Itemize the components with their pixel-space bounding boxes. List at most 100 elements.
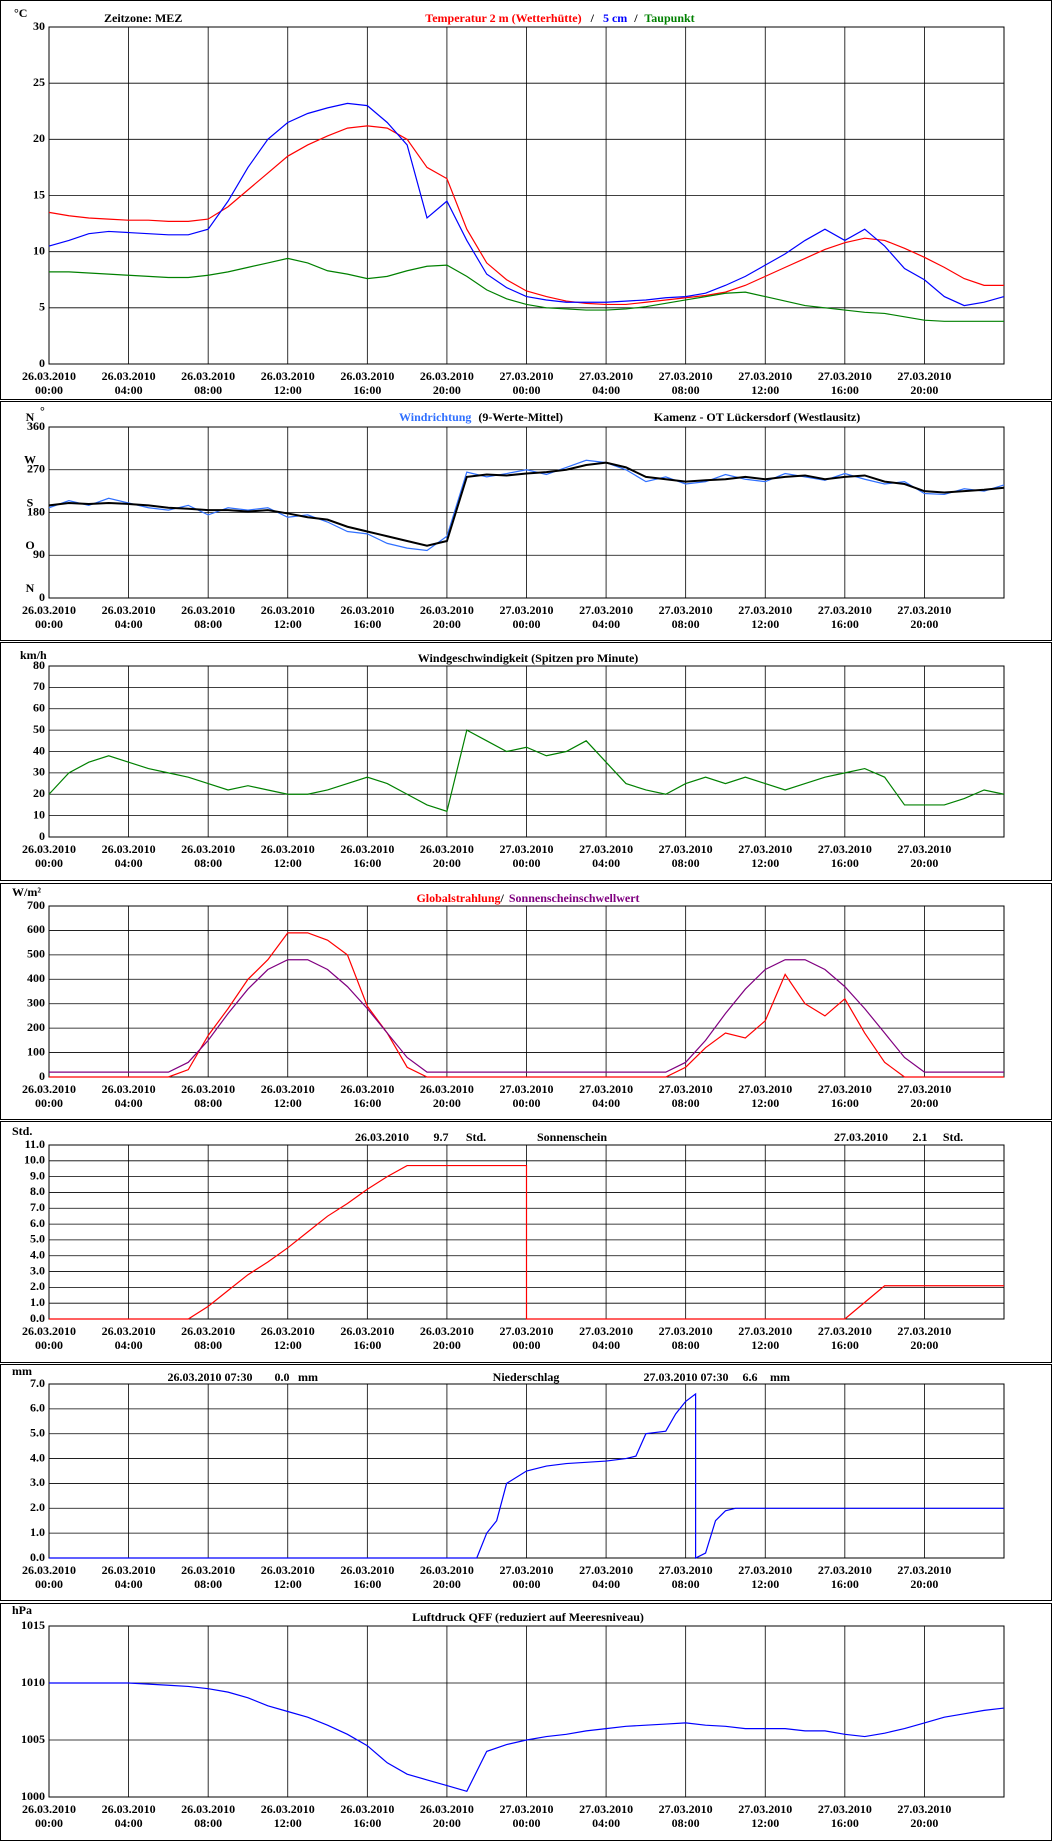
x-tick-label: 12:00 <box>751 383 779 397</box>
plot-frame <box>48 1383 1005 1559</box>
x-tick-label: 27.03.2010 <box>738 1324 792 1338</box>
x-tick-label: 27.03.2010 <box>659 1563 713 1577</box>
x-tick-label: 27.03.2010 <box>579 1082 633 1096</box>
total-value: 9.7 <box>434 1130 449 1144</box>
x-tick-label: 08:00 <box>194 1096 222 1110</box>
x-tick-label: 26.03.2010 <box>22 1802 76 1816</box>
x-tick-label: 16:00 <box>353 1096 381 1110</box>
y-tick-label: 20 <box>33 131 45 145</box>
x-tick-label: 27.03.2010 <box>897 1563 951 1577</box>
x-tick-label: 00:00 <box>513 617 541 631</box>
y-tick-label: 1005 <box>21 1732 45 1746</box>
x-tick-label: 08:00 <box>194 1577 222 1591</box>
y-tick-label: 500 <box>27 947 45 961</box>
x-tick-label: 27.03.2010 <box>579 1802 633 1816</box>
y-tick-label: 6.0 <box>30 1401 45 1415</box>
x-tick-label: 16:00 <box>831 856 859 870</box>
panel: 0102030405060708026.03.201000:0026.03.20… <box>0 642 1052 881</box>
x-tick-label: 26.03.2010 <box>102 1563 156 1577</box>
y-tick-label: 11.0 <box>25 1137 45 1151</box>
y-tick-label: 8.0 <box>30 1184 45 1198</box>
y-tick-label: 0 <box>39 590 45 604</box>
x-tick-label: 27.03.2010 <box>659 603 713 617</box>
x-tick-label: 27.03.2010 <box>500 603 554 617</box>
y-tick-label: 700 <box>27 898 45 912</box>
compass-label: N <box>26 581 35 595</box>
x-tick-label: 16:00 <box>831 1338 859 1352</box>
x-tick-label: 26.03.2010 <box>420 1324 474 1338</box>
y-tick-label: 1015 <box>21 1618 45 1632</box>
y-tick-label: 25 <box>33 75 45 89</box>
y-tick-label: 100 <box>27 1044 45 1058</box>
y-tick-label: 40 <box>33 743 45 757</box>
x-tick-label: 26.03.2010 <box>22 603 76 617</box>
panel-border <box>0 0 1052 400</box>
x-tick-label: 27.03.2010 <box>738 842 792 856</box>
x-tick-label: 00:00 <box>513 1816 541 1830</box>
x-tick-label: 08:00 <box>672 1096 700 1110</box>
legend-entry: Globalstrahlung <box>416 891 500 905</box>
x-tick-label: 16:00 <box>353 1816 381 1830</box>
x-tick-label: 00:00 <box>35 617 63 631</box>
x-tick-label: 00:00 <box>513 1577 541 1591</box>
x-tick-label: 16:00 <box>831 1096 859 1110</box>
x-tick-label: 20:00 <box>433 1096 461 1110</box>
y-tick-label: 30 <box>33 19 45 33</box>
series-line <box>49 1682 1005 1793</box>
panel: 100010051010101526.03.201000:0026.03.201… <box>0 1603 1052 1841</box>
x-tick-label: 26.03.2010 <box>261 1563 315 1577</box>
x-tick-label: 26.03.2010 <box>102 369 156 383</box>
x-tick-label: 00:00 <box>513 1338 541 1352</box>
x-tick-label: 27.03.2010 <box>818 1324 872 1338</box>
x-tick-label: 04:00 <box>592 1096 620 1110</box>
x-tick-label: 20:00 <box>433 856 461 870</box>
total-date: 27.03.2010 <box>834 1130 888 1144</box>
total-unit: Std. <box>466 1130 486 1144</box>
x-tick-label: 27.03.2010 <box>659 1082 713 1096</box>
x-tick-label: 04:00 <box>592 856 620 870</box>
compass-label: O <box>25 538 34 552</box>
x-tick-label: 00:00 <box>513 383 541 397</box>
x-tick-label: 26.03.2010 <box>22 369 76 383</box>
x-tick-label: 27.03.2010 <box>738 1563 792 1577</box>
legend-entry: Temperatur 2 m (Wetterhütte) <box>425 11 581 25</box>
x-tick-label: 20:00 <box>910 1096 938 1110</box>
x-tick-label: 04:00 <box>592 1816 620 1830</box>
annotation: Zeitzone: MEZ <box>104 11 182 25</box>
unit: Std. <box>12 1124 32 1138</box>
x-tick-label: 27.03.2010 <box>897 1324 951 1338</box>
y-tick-label: 4.0 <box>30 1247 45 1261</box>
y-tick-label: 0 <box>39 829 45 843</box>
plot-frame <box>48 1625 1005 1798</box>
x-tick-label: 08:00 <box>672 383 700 397</box>
x-tick-label: 26.03.2010 <box>340 603 394 617</box>
x-tick-label: 27.03.2010 <box>738 1082 792 1096</box>
x-tick-label: 20:00 <box>910 617 938 631</box>
x-tick-label: 04:00 <box>115 383 143 397</box>
x-tick-label: 04:00 <box>115 1096 143 1110</box>
y-tick-label: 60 <box>33 701 45 715</box>
chart-title: Globalstrahlung/ Sonnenscheinschwellwert <box>416 891 639 905</box>
y-tick-label: 600 <box>27 922 45 936</box>
series-line <box>49 932 1004 1078</box>
x-tick-label: 26.03.2010 <box>340 1802 394 1816</box>
x-tick-label: 27.03.2010 <box>818 1082 872 1096</box>
x-tick-label: 27.03.2010 <box>897 1802 951 1816</box>
x-tick-label: 00:00 <box>35 1577 63 1591</box>
x-tick-label: 20:00 <box>433 1577 461 1591</box>
legend-entry: 5 cm <box>603 11 627 25</box>
x-tick-label: 12:00 <box>274 1577 302 1591</box>
x-tick-label: 08:00 <box>672 856 700 870</box>
panel: 0N90O180S270W360N26.03.201000:0026.03.20… <box>0 401 1052 641</box>
x-tick-label: 27.03.2010 <box>500 1082 554 1096</box>
x-tick-label: 12:00 <box>274 1816 302 1830</box>
x-tick-label: 26.03.2010 <box>181 1563 235 1577</box>
legend-entry: (9-Werte-Mittel) <box>478 410 563 424</box>
x-tick-label: 27.03.2010 <box>579 842 633 856</box>
separator: / <box>500 891 505 905</box>
x-tick-label: 27.03.2010 <box>659 1802 713 1816</box>
x-tick-label: 26.03.2010 <box>22 1082 76 1096</box>
y-tick-label: 9.0 <box>30 1168 45 1182</box>
x-tick-label: 04:00 <box>115 1338 143 1352</box>
x-tick-label: 27.03.2010 <box>897 1082 951 1096</box>
